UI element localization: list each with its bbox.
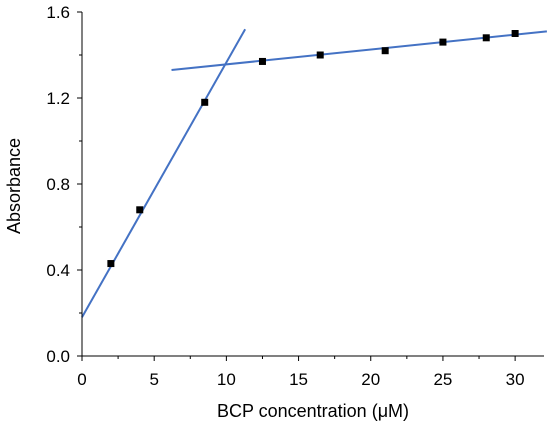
ticks [77, 11, 516, 361]
y-tick-label: 0.0 [46, 347, 70, 366]
x-tick-label: 30 [506, 370, 525, 389]
y-tick-label: 1.2 [46, 89, 70, 108]
data-point [482, 34, 490, 42]
data-point [511, 30, 519, 37]
axes [81, 12, 544, 357]
data-point [136, 206, 144, 214]
data-points [107, 30, 519, 268]
x-axis-title: BCP concentration (μM) [217, 401, 409, 421]
tick-labels: 0.0 0.4 0.8 1.2 1.6 0 5 10 15 20 25 30 [46, 3, 524, 389]
y-tick-label: 0.8 [46, 175, 70, 194]
y-axis-title: Absorbance [4, 138, 24, 234]
fit-line [81, 28, 247, 318]
y-tick-label: 1.6 [46, 3, 70, 22]
x-tick-label: 0 [77, 370, 86, 389]
x-tick-label: 20 [361, 370, 380, 389]
y-tick-label: 0.4 [46, 261, 70, 280]
fit-lines [81, 28, 547, 318]
data-point [258, 57, 266, 65]
x-tick-label: 5 [149, 370, 158, 389]
fit-line [171, 30, 547, 72]
data-point [439, 38, 447, 46]
x-tick-label: 15 [289, 370, 308, 389]
data-point [316, 51, 324, 59]
x-tick-label: 25 [433, 370, 452, 389]
data-point [201, 98, 209, 106]
data-point [107, 260, 115, 268]
x-tick-label: 10 [217, 370, 236, 389]
data-point [381, 47, 389, 55]
